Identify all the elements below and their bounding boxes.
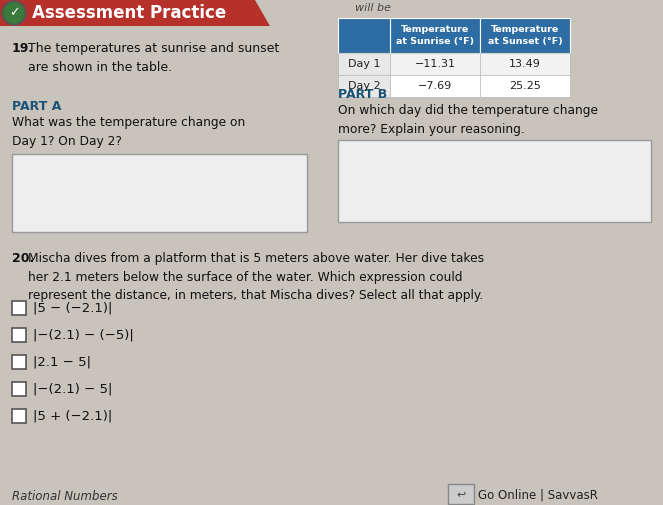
Bar bbox=[12, 328, 26, 342]
Text: Day 2: Day 2 bbox=[347, 81, 381, 91]
Text: Go Online | SavvasR: Go Online | SavvasR bbox=[478, 488, 598, 501]
Bar bbox=[480, 75, 570, 97]
Circle shape bbox=[2, 1, 26, 25]
Text: |2.1 − 5|: |2.1 − 5| bbox=[33, 356, 91, 369]
Bar bbox=[480, 53, 570, 75]
Bar bbox=[12, 154, 307, 232]
Bar bbox=[448, 484, 474, 504]
Text: 13.49: 13.49 bbox=[509, 59, 541, 69]
Bar bbox=[338, 53, 390, 75]
Text: |−(2.1) − 5|: |−(2.1) − 5| bbox=[33, 382, 112, 395]
Bar bbox=[12, 382, 26, 396]
Bar bbox=[480, 18, 570, 53]
Bar bbox=[390, 75, 480, 97]
Text: PART B: PART B bbox=[338, 88, 387, 101]
Bar bbox=[390, 18, 480, 53]
Text: 25.25: 25.25 bbox=[509, 81, 541, 91]
Bar bbox=[338, 75, 390, 97]
Text: −7.69: −7.69 bbox=[418, 81, 452, 91]
Bar bbox=[12, 355, 26, 369]
Bar bbox=[12, 301, 26, 315]
Text: What was the temperature change on
Day 1? On Day 2?: What was the temperature change on Day 1… bbox=[12, 116, 245, 148]
Text: Rational Numbers: Rational Numbers bbox=[12, 490, 118, 503]
Text: |5 − (−2.1)|: |5 − (−2.1)| bbox=[33, 301, 112, 315]
Circle shape bbox=[4, 3, 24, 23]
Bar bbox=[338, 18, 570, 97]
Bar bbox=[338, 140, 651, 222]
Text: Temperature
at Sunrise (°F): Temperature at Sunrise (°F) bbox=[396, 25, 474, 45]
Text: Mischa dives from a platform that is 5 meters above water. Her dive takes
her 2.: Mischa dives from a platform that is 5 m… bbox=[28, 252, 484, 302]
Text: 19.: 19. bbox=[12, 42, 34, 55]
Text: On which day did the temperature change
more? Explain your reasoning.: On which day did the temperature change … bbox=[338, 104, 598, 136]
Text: ✓: ✓ bbox=[9, 7, 19, 20]
Bar bbox=[338, 18, 390, 53]
Text: The temperatures at sunrise and sunset
are shown in the table.: The temperatures at sunrise and sunset a… bbox=[28, 42, 279, 74]
Text: will be: will be bbox=[355, 3, 391, 13]
Text: −11.31: −11.31 bbox=[414, 59, 455, 69]
Text: 20.: 20. bbox=[12, 252, 34, 265]
Text: |5 + (−2.1)|: |5 + (−2.1)| bbox=[33, 410, 112, 423]
Text: ↩: ↩ bbox=[456, 489, 465, 499]
Bar bbox=[12, 409, 26, 423]
Text: Day 1: Day 1 bbox=[348, 59, 381, 69]
Text: Temperature
at Sunset (°F): Temperature at Sunset (°F) bbox=[487, 25, 562, 45]
Polygon shape bbox=[0, 0, 270, 26]
Text: |−(2.1) − (−5)|: |−(2.1) − (−5)| bbox=[33, 328, 134, 341]
Bar bbox=[390, 53, 480, 75]
Text: Assessment Practice: Assessment Practice bbox=[32, 4, 226, 22]
Text: PART A: PART A bbox=[12, 100, 62, 113]
